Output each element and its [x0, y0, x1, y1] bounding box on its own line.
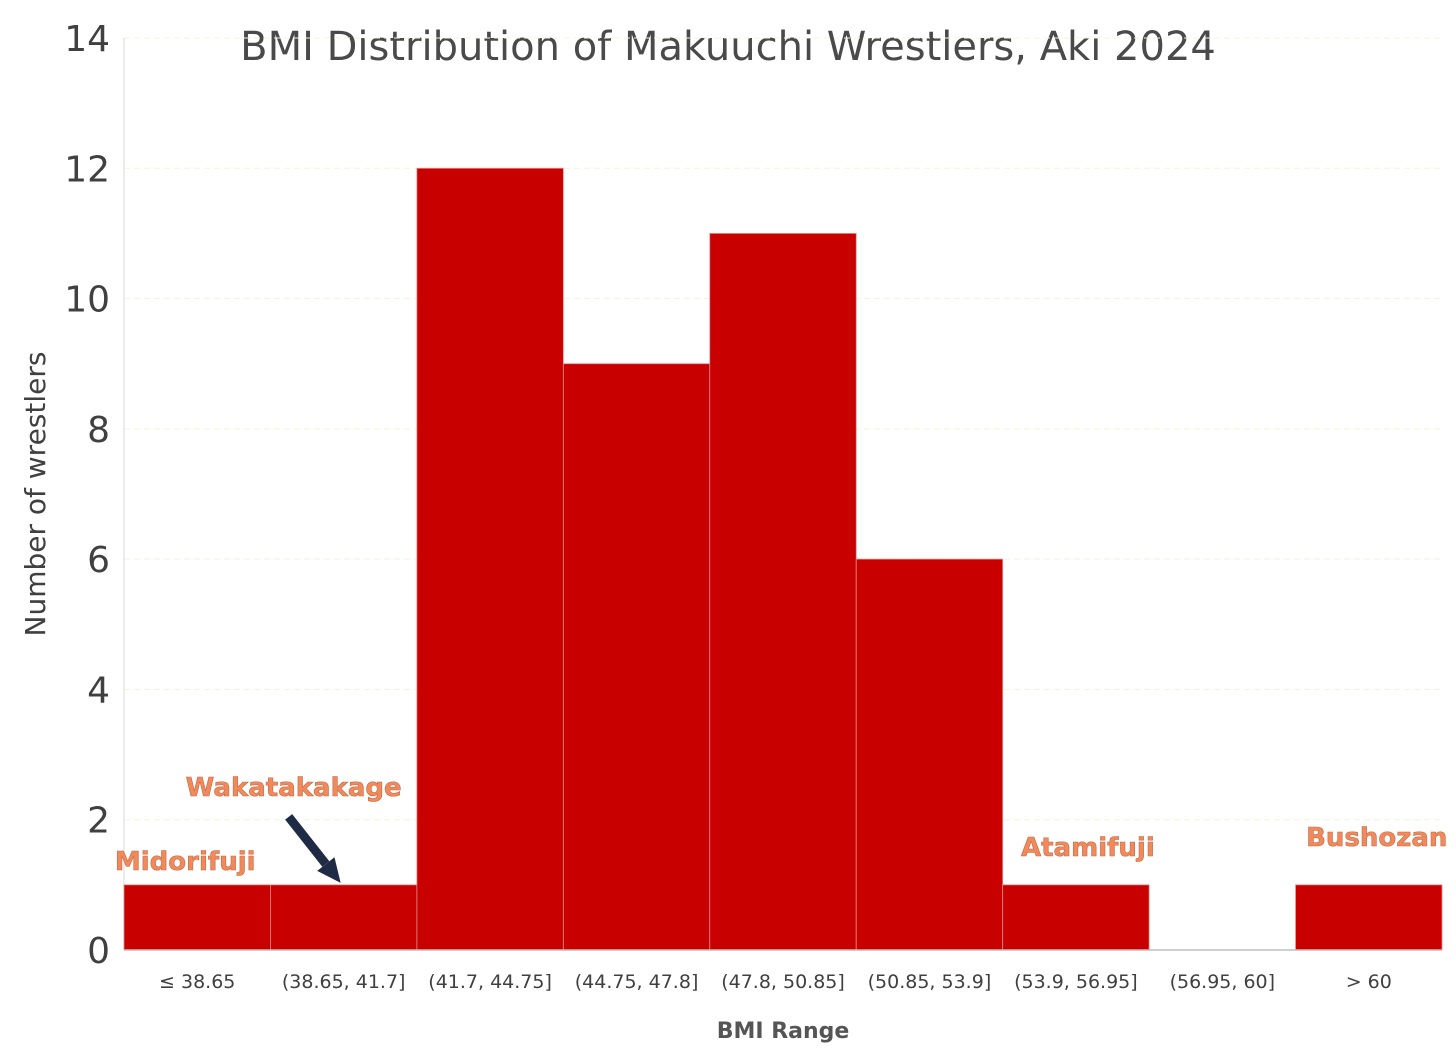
x-tick-label: (53.9, 56.95]	[1014, 971, 1138, 993]
annotation-arrow-shaft	[285, 814, 330, 867]
bar	[562, 363, 711, 951]
x-tick-label: (41.7, 44.75]	[428, 971, 552, 993]
x-axis-label: BMI Range	[717, 1019, 850, 1044]
y-tick-label: 14	[64, 19, 110, 60]
y-tick-label: 12	[64, 149, 110, 190]
annotation-label: Bushozan	[1306, 823, 1447, 853]
x-tick-label: > 60	[1346, 971, 1392, 993]
bar	[709, 233, 857, 951]
y-tick-label: 4	[87, 670, 110, 711]
bars	[123, 167, 1443, 951]
x-tick-label: (38.65, 41.7]	[282, 971, 406, 993]
y-axis-label: Number of wrestlers	[19, 352, 52, 637]
annotation-arrow-head	[317, 857, 341, 883]
y-tick-label: 10	[64, 280, 110, 321]
x-tick-label: (47.8, 50.85]	[721, 971, 845, 993]
y-tick-label: 2	[87, 801, 110, 842]
y-tick-label: 8	[87, 410, 110, 451]
bar	[416, 167, 564, 951]
x-tick-labels: ≤ 38.65 (38.65, 41.7] (41.7, 44.75] (44.75,…	[159, 971, 1392, 993]
y-tick-label: 6	[87, 540, 110, 581]
annotations: Midorifuji Wakatakakage Atamifuji Bushozan	[115, 773, 1448, 883]
x-tick-label: ≤ 38.65	[159, 971, 235, 993]
bar	[855, 558, 1004, 951]
annotation-label: Midorifuji	[115, 847, 256, 877]
x-tick-label: (44.75, 47.8]	[575, 971, 699, 993]
y-tick-labels: 0 2 4 6 8 10 12 14	[64, 19, 110, 972]
x-tick-label: (56.95, 60]	[1170, 971, 1275, 993]
bar	[123, 884, 271, 951]
chart-title: BMI Distribution of Makuuchi Wrestlers, …	[240, 24, 1216, 70]
annotation-label: Wakatakakage	[186, 773, 402, 803]
bar	[1295, 884, 1443, 951]
y-tick-label: 0	[87, 931, 110, 972]
bar	[270, 884, 418, 951]
annotation-label: Atamifuji	[1021, 833, 1155, 863]
bar	[1002, 884, 1150, 951]
x-tick-label: (50.85, 53.9]	[868, 971, 992, 993]
